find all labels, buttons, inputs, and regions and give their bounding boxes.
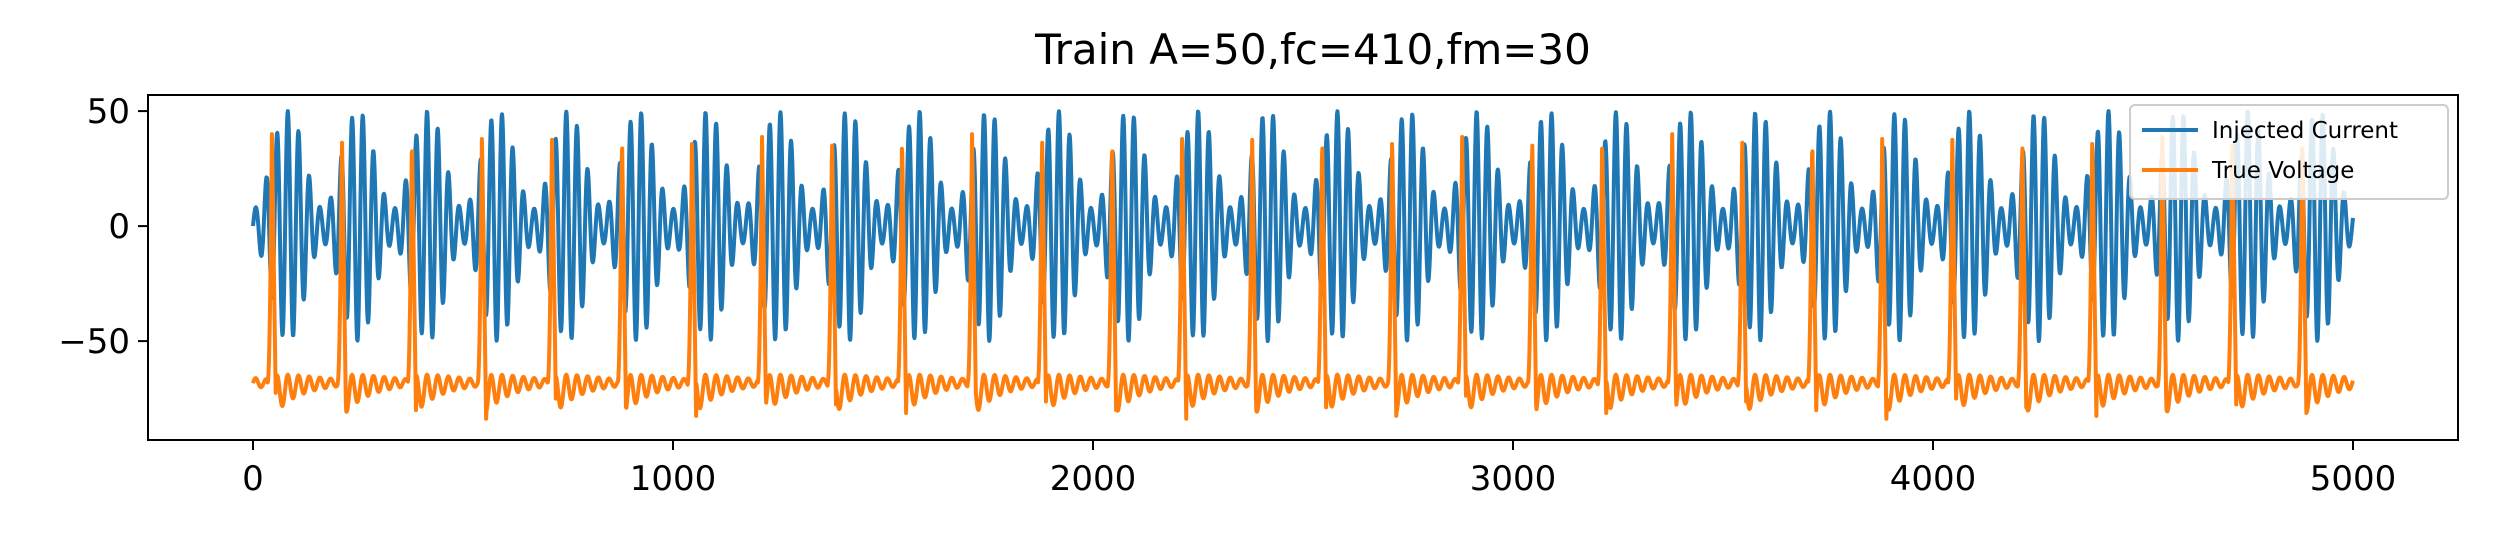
- y-tick-label: 0: [108, 207, 130, 247]
- x-tick-label: 3000: [1470, 459, 1557, 499]
- series-layer: [251, 109, 2355, 421]
- plot-frame: [147, 94, 2459, 441]
- x-tick-label: 0: [242, 459, 264, 499]
- series-line-true-voltage: [251, 132, 2355, 421]
- y-tick-label: −50: [58, 322, 130, 362]
- legend-label: Injected Current: [2212, 118, 2398, 144]
- x-tick-label: 2000: [1050, 459, 1137, 499]
- x-tick-label: 4000: [1890, 459, 1977, 499]
- chart-title: Train A=50,fc=410,fm=30: [1034, 25, 1591, 74]
- y-tick-label: 50: [87, 92, 130, 132]
- legend-box: [2129, 104, 2449, 200]
- series-line-injected-current: [251, 109, 2355, 343]
- x-axis: 0 1000 2000 3000 4000 5000: [242, 440, 2396, 499]
- x-tick-label: 1000: [630, 459, 717, 499]
- legend: Injected Current True Voltage: [2129, 104, 2449, 200]
- x-tick-label: 5000: [2310, 459, 2397, 499]
- legend-label: True Voltage: [2211, 158, 2354, 184]
- y-axis: 50 0 −50: [58, 92, 148, 362]
